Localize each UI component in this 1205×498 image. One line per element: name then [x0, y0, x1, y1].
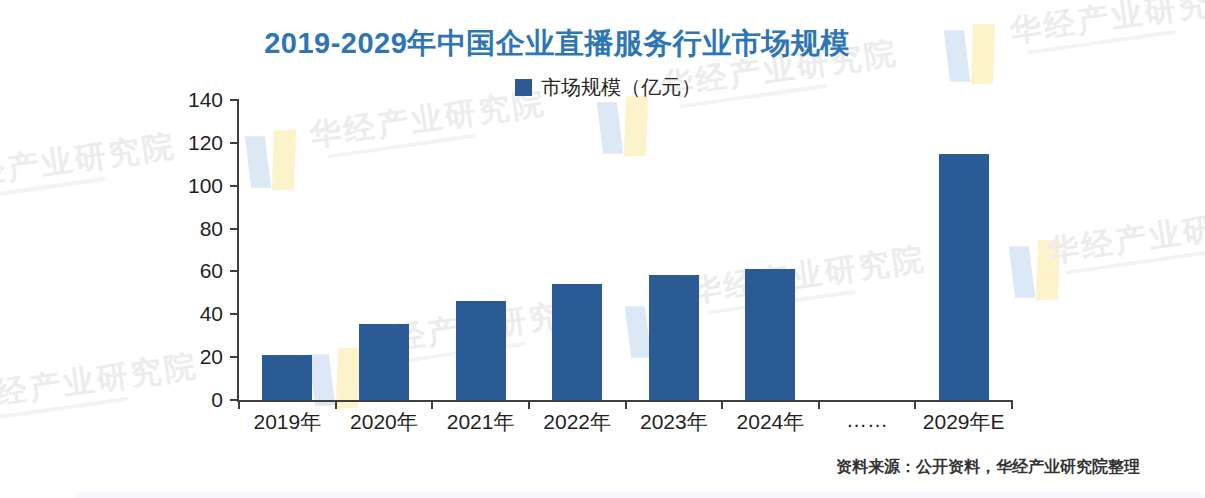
watermark: 华经产业研究院 [1008, 0, 1205, 57]
x-axis-label: 2029年E [904, 408, 1024, 436]
y-axis-label: 20 [171, 346, 223, 367]
plot-area: 0204060801001201402019年2020年2021年2022年20… [237, 100, 1012, 402]
bar-2029年E [939, 154, 989, 400]
y-axis-label: 60 [171, 260, 223, 281]
y-axis-label: 120 [171, 132, 223, 153]
watermark: 华经产业研究院 [0, 130, 179, 204]
bottom-strip [75, 492, 1205, 498]
watermark-text: 华经产业研究院 [0, 350, 200, 414]
watermark-text: 华经产业研究院 [0, 130, 178, 194]
watermark-subtext [0, 177, 106, 202]
y-axis-tick [230, 228, 239, 230]
y-axis-label: 140 [171, 89, 223, 110]
watermark-subtext [0, 397, 128, 422]
watermark-logo-icon [1010, 240, 1066, 306]
watermark-logo-icon [945, 24, 1001, 90]
source-note: 资料来源：公开资料，华经产业研究院整理 [836, 457, 1140, 478]
legend-label: 市场规模（亿元） [541, 74, 701, 101]
bar-2021年 [456, 301, 506, 400]
watermark: 华经产业研究院 [1046, 203, 1205, 277]
y-axis-label: 80 [171, 218, 223, 239]
watermark-text: 华经产业研究院 [1008, 0, 1205, 47]
chart-title: 2019-2029年中国企业直播服务行业市场规模 [264, 24, 850, 64]
y-axis-tick [230, 270, 239, 272]
bar-2024年 [745, 269, 795, 400]
watermark-text: 华经产业研究院 [1046, 203, 1205, 267]
y-axis-label: 0 [171, 389, 223, 410]
bar-2020年 [359, 324, 409, 400]
bar-2022年 [552, 284, 602, 400]
y-axis-label: 40 [171, 303, 223, 324]
chart-canvas: 华经产业研究院华经产业研究院华经产业研究院华经产业研究院华经产业研究院华经产业研… [0, 0, 1205, 498]
watermark-subtext [1065, 250, 1205, 275]
y-axis-tick [230, 313, 239, 315]
y-axis-label: 100 [171, 175, 223, 196]
legend-swatch [515, 79, 532, 96]
legend: 市场规模（亿元） [515, 74, 701, 101]
y-axis-tick [230, 185, 239, 187]
bar-2019年 [262, 355, 312, 400]
y-axis-tick [230, 142, 239, 144]
watermark-subtext [1027, 30, 1176, 55]
y-axis-tick [230, 99, 239, 101]
bar-2023年 [649, 275, 699, 400]
y-axis-tick [230, 356, 239, 358]
